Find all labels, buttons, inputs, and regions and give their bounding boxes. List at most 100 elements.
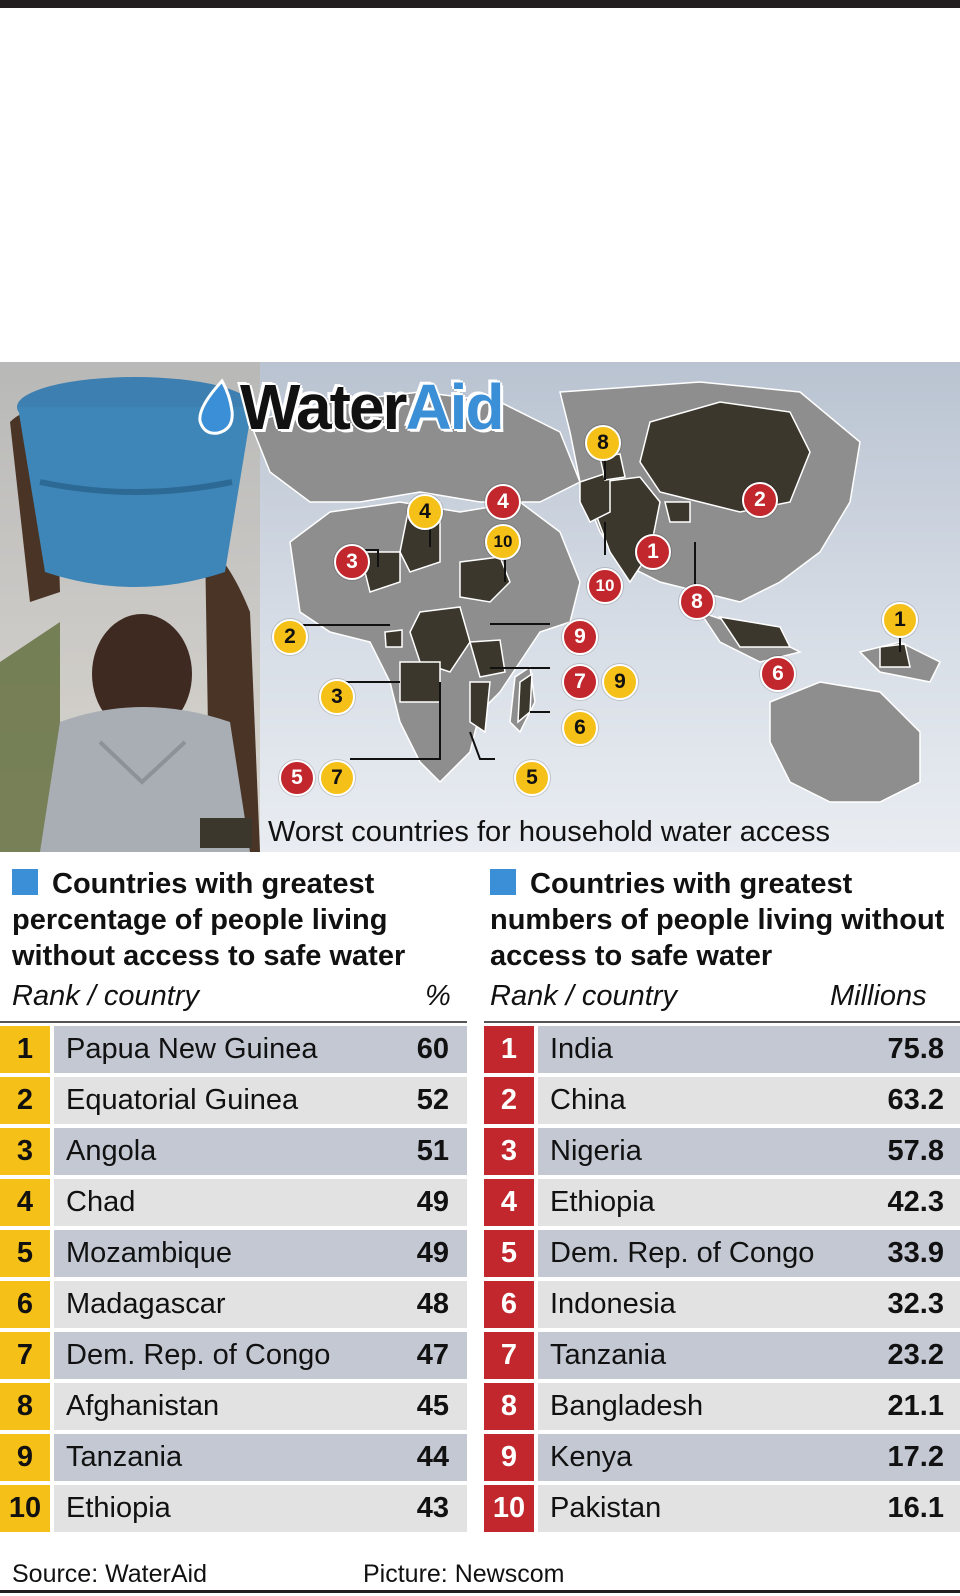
map-marker: 8: [585, 425, 621, 461]
map-marker: 3: [319, 679, 355, 715]
row-value: 52: [416, 1084, 449, 1116]
left-header-rule: [0, 1021, 467, 1023]
picture-credit: Picture: Newscom: [363, 1560, 565, 1588]
right-panel-title: Countries with greatest numbers of peopl…: [490, 868, 945, 972]
row-value: 17.2: [887, 1441, 944, 1473]
country-name: Chad: [66, 1186, 136, 1218]
row-value: 43: [416, 1492, 449, 1524]
row-background: Tanzania: [538, 1332, 960, 1379]
row-background: Indonesia: [538, 1281, 960, 1328]
row-background: Pakistan: [538, 1485, 960, 1532]
row-background: Nigeria: [538, 1128, 960, 1175]
legend-label: Worst countries for household water acce…: [268, 816, 831, 848]
rank-badge: 5: [484, 1230, 534, 1277]
country-name: Mozambique: [66, 1237, 233, 1269]
country-name: India: [550, 1033, 613, 1065]
rank-badge: 4: [0, 1179, 50, 1226]
table-row: 1 Papua New Guinea 60: [0, 1024, 467, 1075]
country-name: Kenya: [550, 1441, 633, 1473]
table-row: 2 Equatorial Guinea 52: [0, 1075, 467, 1126]
row-value: 23.2: [887, 1339, 944, 1371]
rank-badge: 1: [0, 1026, 50, 1073]
country-name: Pakistan: [550, 1492, 662, 1524]
row-background: China: [538, 1077, 960, 1124]
map-marker: 5: [279, 760, 315, 796]
table-row: 6 Indonesia 32.3: [484, 1279, 960, 1330]
rank-badge: 7: [484, 1332, 534, 1379]
map-marker: 1: [635, 534, 671, 570]
country-name: China: [550, 1084, 626, 1116]
country-name: Madagascar: [66, 1288, 226, 1320]
row-background: Mozambique: [54, 1230, 467, 1277]
country-name: Nigeria: [550, 1135, 642, 1167]
country-name: Ethiopia: [550, 1186, 655, 1218]
country-name: Equatorial Guinea: [66, 1084, 299, 1116]
row-background: Ethiopia: [538, 1179, 960, 1226]
row-value: 49: [416, 1186, 449, 1218]
country-name: Indonesia: [550, 1288, 676, 1320]
row-background: Tanzania: [54, 1434, 467, 1481]
map-marker: 5: [514, 760, 550, 796]
child-photo: [0, 362, 260, 852]
blue-square-icon: [490, 869, 516, 895]
row-background: Dem. Rep. of Congo: [54, 1332, 467, 1379]
map-marker: 3: [334, 544, 370, 580]
row-value: 33.9: [887, 1237, 944, 1269]
rank-badge: 8: [484, 1383, 534, 1430]
rank-badge: 2: [484, 1077, 534, 1124]
rank-badge: 6: [484, 1281, 534, 1328]
map-marker: 6: [562, 710, 598, 746]
table-row: 9 Tanzania 44: [0, 1432, 467, 1483]
row-value: 45: [416, 1390, 449, 1422]
country-name: Afghanistan: [66, 1390, 220, 1422]
right-col-rank-header: Rank / country: [490, 980, 677, 1012]
left-col-rank-header: Rank / country: [12, 980, 199, 1012]
map-marker: 6: [760, 656, 796, 692]
table-row: 3 Angola 51: [0, 1126, 467, 1177]
rank-badge: 6: [0, 1281, 50, 1328]
row-background: Afghanistan: [54, 1383, 467, 1430]
row-value: 16.1: [887, 1492, 944, 1524]
row-value: 49: [416, 1237, 449, 1269]
logo-text-water: Water: [240, 371, 407, 443]
top-rule: [0, 0, 960, 8]
map-marker: 7: [319, 760, 355, 796]
map-marker: 2: [272, 619, 308, 655]
map-marker: 9: [602, 664, 638, 700]
left-col-value-header: %: [425, 980, 451, 1012]
row-value: 42.3: [887, 1186, 944, 1218]
row-background: Kenya: [538, 1434, 960, 1481]
country-name: Dem. Rep. of Congo: [550, 1237, 815, 1269]
country-name: Papua New Guinea: [66, 1033, 318, 1065]
table-row: 3 Nigeria 57.8: [484, 1126, 960, 1177]
country-name: Dem. Rep. of Congo: [66, 1339, 331, 1371]
row-background: Angola: [54, 1128, 467, 1175]
left-panel-title: Countries with greatest percentage of pe…: [12, 868, 406, 972]
right-col-value-header: Millions: [830, 980, 927, 1012]
country-name: Ethiopia: [66, 1492, 171, 1524]
table-row: 4 Ethiopia 42.3: [484, 1177, 960, 1228]
row-value: 63.2: [887, 1084, 944, 1116]
map-marker: 7: [562, 664, 598, 700]
map-marker: 4: [485, 484, 521, 520]
row-value: 47: [416, 1339, 449, 1371]
rank-badge: 10: [484, 1485, 534, 1532]
row-background: Equatorial Guinea: [54, 1077, 467, 1124]
blue-square-icon: [12, 869, 38, 895]
row-value: 44: [416, 1441, 449, 1473]
rank-badge: 4: [484, 1179, 534, 1226]
map-marker: 10: [587, 568, 623, 604]
table-row: 1 India 75.8: [484, 1024, 960, 1075]
table-row: 10 Ethiopia 43: [0, 1483, 467, 1534]
table-row: 5 Mozambique 49: [0, 1228, 467, 1279]
rank-badge: 9: [0, 1434, 50, 1481]
map-marker: 2: [742, 482, 778, 518]
bottom-rule: [0, 1590, 960, 1593]
water-drop-icon: [198, 378, 234, 435]
map-marker: 9: [562, 619, 598, 655]
rank-badge: 9: [484, 1434, 534, 1481]
map-legend: Worst countries for household water acce…: [200, 816, 830, 849]
wateraid-logo: Water Aid: [192, 370, 505, 444]
table-row: 9 Kenya 17.2: [484, 1432, 960, 1483]
rank-badge: 1: [484, 1026, 534, 1073]
